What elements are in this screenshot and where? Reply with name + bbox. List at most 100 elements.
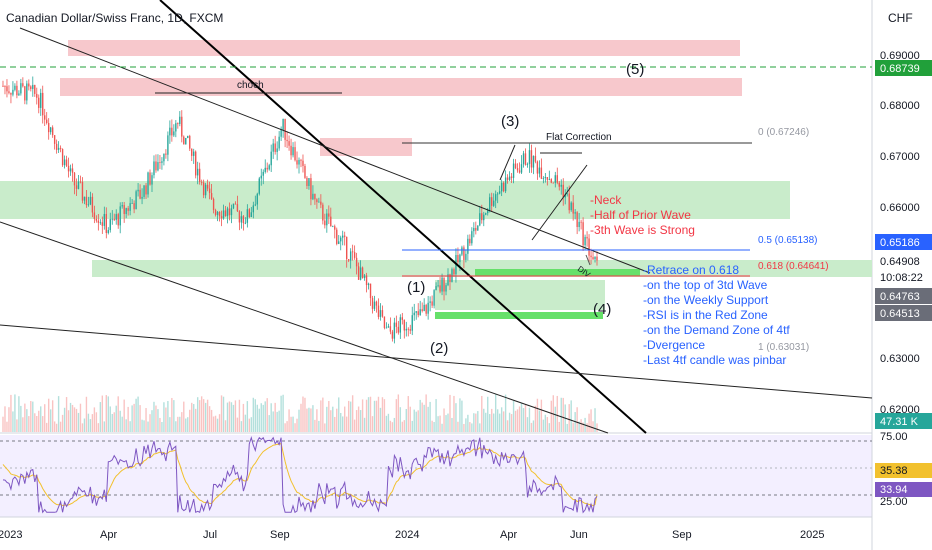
divergence-mark xyxy=(585,254,591,266)
candle-body xyxy=(123,205,125,214)
candle-body xyxy=(383,316,386,328)
currency-label[interactable]: CHF xyxy=(888,11,913,25)
time-tick: Sep xyxy=(672,529,692,541)
candle-body xyxy=(461,247,463,255)
candle-body xyxy=(226,208,229,217)
volume-bar xyxy=(520,403,523,432)
volume-bar xyxy=(596,423,598,432)
candle-body xyxy=(425,304,427,314)
candle-body xyxy=(67,165,70,172)
candle-body xyxy=(375,301,378,306)
volume-bar xyxy=(286,421,288,432)
candle-body xyxy=(240,216,243,223)
volume-bar xyxy=(113,412,115,432)
volume-bar xyxy=(310,408,312,432)
volume-bar xyxy=(238,399,241,432)
candle-body xyxy=(530,150,533,168)
volume-bar xyxy=(81,423,84,432)
candle-body xyxy=(97,220,100,223)
volume-bar xyxy=(399,407,402,432)
volume-bar xyxy=(357,406,360,432)
candle-body xyxy=(312,193,314,200)
volume-bar xyxy=(494,394,497,432)
volume-tag xyxy=(875,413,932,429)
volume-bar xyxy=(254,399,256,432)
rsi-axis[interactable]: 75.00 25.00 35.38 33.94 xyxy=(875,431,932,508)
volume-bar xyxy=(69,402,72,432)
volume-bar xyxy=(433,422,435,432)
volume-bar xyxy=(198,400,201,432)
candle-body xyxy=(173,131,175,136)
candle-body xyxy=(550,179,553,183)
candle-body xyxy=(345,236,348,260)
volume-bar xyxy=(28,416,30,432)
supply-zone-top xyxy=(68,40,740,56)
candle-body xyxy=(590,255,592,258)
volume-bar xyxy=(141,419,143,432)
volume-bar xyxy=(242,403,245,432)
price-axis[interactable]: 0.69000 0.68000 0.67000 0.66000 0.63000 … xyxy=(880,50,920,416)
volume-bar xyxy=(123,399,125,432)
candle-body xyxy=(216,211,219,215)
volume-bar xyxy=(55,423,58,432)
note-3th-wave: -3th Wave is Strong xyxy=(590,223,695,237)
volume-bar xyxy=(332,406,334,432)
ask-price-text: 0.64513 xyxy=(880,308,920,320)
volume-bar xyxy=(367,397,370,432)
trendlines xyxy=(0,0,873,434)
candle-body xyxy=(85,196,88,206)
candle-body xyxy=(457,254,459,263)
candle-body xyxy=(185,137,187,145)
price-tick: 0.63000 xyxy=(880,353,920,365)
volume-bar xyxy=(224,420,227,432)
volume-bar xyxy=(328,400,330,432)
candle-body xyxy=(367,283,370,286)
candle-body xyxy=(357,266,360,280)
candle-body xyxy=(12,89,14,95)
trendline-long xyxy=(0,324,873,399)
candle-body xyxy=(524,153,527,165)
candle-body xyxy=(258,178,260,194)
candle-body xyxy=(566,193,568,195)
fib-0618-label: 0.618 (0.64641) xyxy=(758,261,829,272)
volume-bar xyxy=(355,410,358,432)
volume-bar xyxy=(79,403,82,432)
candle-body xyxy=(234,203,237,205)
candle-body xyxy=(69,168,72,172)
candle-body xyxy=(558,182,560,187)
candle-body xyxy=(169,127,171,136)
candle-body xyxy=(77,181,80,189)
time-axis[interactable]: 2023 Apr Jul Sep 2024 Apr Jun Sep 2025 xyxy=(0,529,824,541)
candle-body xyxy=(137,189,139,192)
volume-bar xyxy=(401,421,404,432)
candle-body xyxy=(518,170,521,173)
fib-1-label: 1 (0.63031) xyxy=(758,342,809,353)
candle-body xyxy=(262,171,264,176)
candle-body xyxy=(514,163,517,169)
blue-notes: -Retrace on 0.618 -on the top of 3td Wav… xyxy=(643,263,790,367)
volume-bar xyxy=(465,418,467,432)
candle-body xyxy=(385,327,388,329)
candle-body xyxy=(200,181,203,183)
volume-bar xyxy=(522,408,525,432)
volume-bar xyxy=(504,394,507,432)
volume-bar xyxy=(264,401,266,432)
candle-body xyxy=(578,221,580,228)
candle-body xyxy=(542,178,545,179)
candle-body xyxy=(314,193,316,200)
volume-bar xyxy=(87,413,90,432)
volume-bar xyxy=(528,407,531,432)
volume-bar xyxy=(212,416,215,432)
volume-bar xyxy=(85,396,88,432)
candle-body xyxy=(238,211,241,223)
candle-body xyxy=(298,159,300,165)
volume-bar xyxy=(165,407,167,432)
volume-bar xyxy=(248,418,251,432)
volume-bar xyxy=(500,407,503,432)
candle-body xyxy=(500,182,503,192)
volume-bar xyxy=(379,407,382,432)
candle-body xyxy=(161,161,163,163)
candle-body xyxy=(387,326,390,328)
volume-bar xyxy=(349,401,352,432)
